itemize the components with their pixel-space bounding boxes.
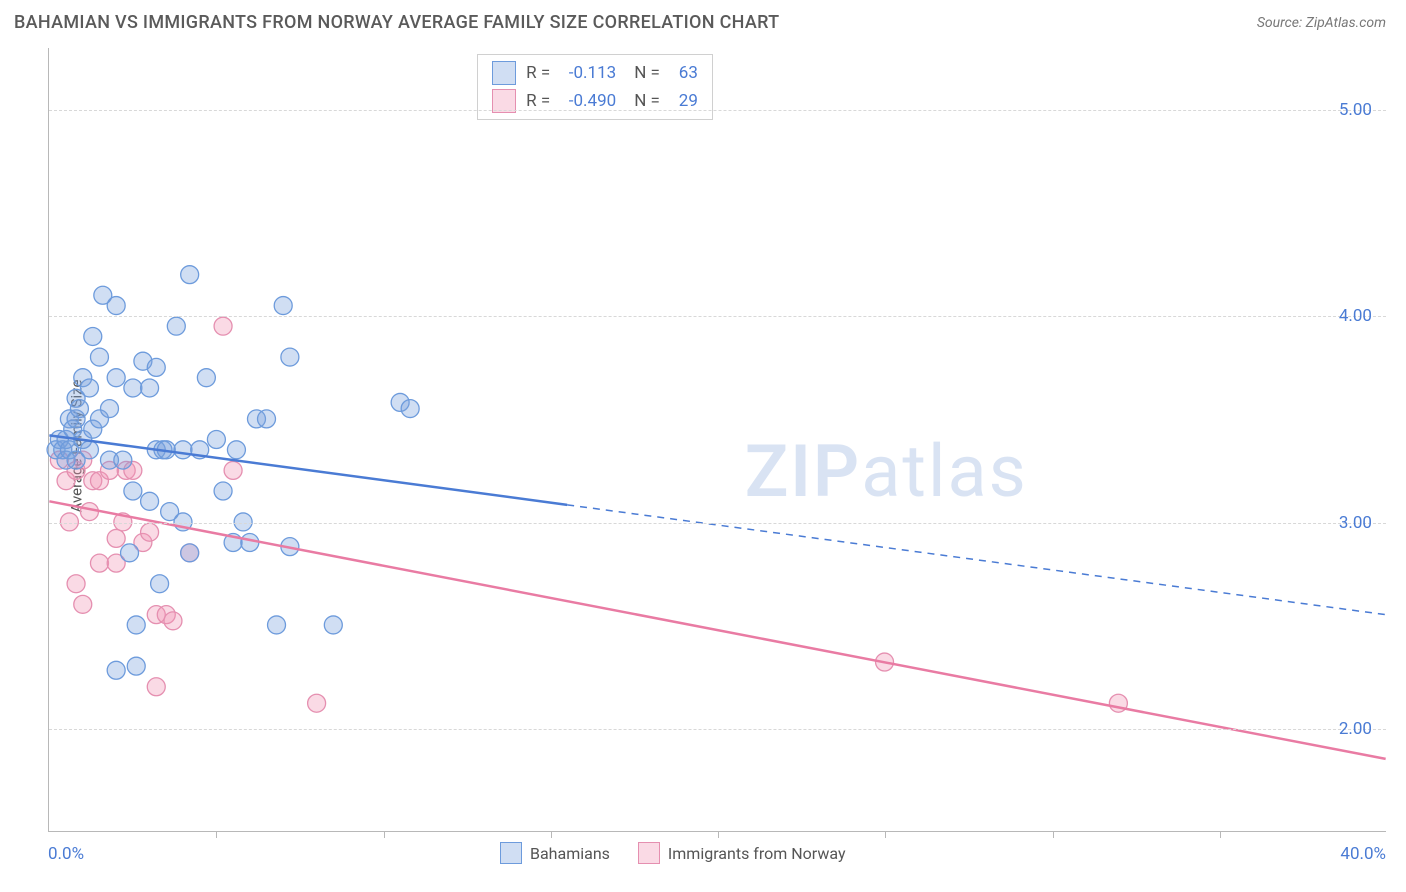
legend-r-value: -0.490 bbox=[560, 91, 616, 111]
y-tick-label: 2.00 bbox=[1339, 719, 1372, 739]
legend-series-name: Immigrants from Norway bbox=[668, 844, 846, 863]
data-point bbox=[80, 379, 98, 397]
data-point bbox=[197, 369, 215, 387]
data-point bbox=[141, 379, 159, 397]
x-tick bbox=[1053, 831, 1054, 838]
y-tick-label: 3.00 bbox=[1339, 513, 1372, 533]
data-point bbox=[84, 327, 102, 345]
data-point bbox=[181, 544, 199, 562]
trend-line bbox=[49, 501, 1385, 759]
data-point bbox=[90, 348, 108, 366]
legend-swatch bbox=[638, 842, 660, 864]
legend-swatch bbox=[500, 842, 522, 864]
data-point bbox=[174, 441, 192, 459]
plot-svg bbox=[49, 48, 1386, 831]
header: BAHAMIAN VS IMMIGRANTS FROM NORWAY AVERA… bbox=[0, 0, 1406, 41]
data-point bbox=[274, 297, 292, 315]
data-point bbox=[107, 529, 125, 547]
data-point bbox=[141, 492, 159, 510]
data-point bbox=[167, 317, 185, 335]
x-tick bbox=[551, 831, 552, 838]
data-point bbox=[80, 503, 98, 521]
y-tick-label: 5.00 bbox=[1339, 100, 1372, 120]
data-point bbox=[80, 441, 98, 459]
legend-item: Bahamians bbox=[500, 842, 610, 864]
x-axis-min-label: 0.0% bbox=[48, 844, 84, 864]
legend-series-name: Bahamians bbox=[530, 844, 610, 863]
data-point bbox=[107, 297, 125, 315]
gridline bbox=[49, 523, 1386, 524]
x-tick bbox=[1220, 831, 1221, 838]
legend-r-label: R = bbox=[526, 91, 550, 111]
legend-n-label: N = bbox=[634, 91, 660, 111]
data-point bbox=[124, 379, 142, 397]
data-point bbox=[214, 317, 232, 335]
data-point bbox=[107, 369, 125, 387]
legend-n-value: 29 bbox=[670, 91, 698, 111]
gridline bbox=[49, 729, 1386, 730]
data-point bbox=[70, 400, 88, 418]
data-point bbox=[107, 661, 125, 679]
data-point bbox=[100, 400, 118, 418]
data-point bbox=[324, 616, 342, 634]
x-tick bbox=[216, 831, 217, 838]
data-point bbox=[268, 616, 286, 634]
data-point bbox=[141, 523, 159, 541]
chart-container: BAHAMIAN VS IMMIGRANTS FROM NORWAY AVERA… bbox=[0, 0, 1406, 892]
x-tick bbox=[885, 831, 886, 838]
data-point bbox=[227, 441, 245, 459]
data-point bbox=[241, 534, 259, 552]
legend-item: Immigrants from Norway bbox=[638, 842, 846, 864]
gridline bbox=[49, 316, 1386, 317]
gridline bbox=[49, 110, 1386, 111]
legend-r-value: -0.113 bbox=[560, 63, 616, 83]
source-attribution: Source: ZipAtlas.com bbox=[1257, 15, 1386, 31]
data-point bbox=[281, 348, 299, 366]
data-point bbox=[67, 575, 85, 593]
y-tick-label: 4.00 bbox=[1339, 306, 1372, 326]
legend-n-label: N = bbox=[634, 63, 660, 83]
trend-line-extrapolated bbox=[567, 505, 1385, 615]
chart-title: BAHAMIAN VS IMMIGRANTS FROM NORWAY AVERA… bbox=[14, 12, 779, 33]
legend-row: R = -0.113 N = 63 bbox=[492, 61, 698, 85]
data-point bbox=[124, 482, 142, 500]
data-point bbox=[147, 678, 165, 696]
data-point bbox=[224, 461, 242, 479]
data-point bbox=[147, 358, 165, 376]
plot-area: ZIPatlas R =-0.113N =63R =-0.490N =29 2.… bbox=[48, 48, 1386, 832]
data-point bbox=[207, 431, 225, 449]
data-point bbox=[74, 595, 92, 613]
legend-r-label: R = bbox=[526, 63, 550, 83]
data-point bbox=[121, 544, 139, 562]
legend-swatch bbox=[492, 61, 516, 85]
x-tick bbox=[384, 831, 385, 838]
data-point bbox=[127, 616, 145, 634]
data-point bbox=[258, 410, 276, 428]
data-point bbox=[164, 612, 182, 630]
x-tick bbox=[718, 831, 719, 838]
data-point bbox=[90, 554, 108, 572]
data-point bbox=[308, 694, 326, 712]
data-point bbox=[151, 575, 169, 593]
data-point bbox=[214, 482, 232, 500]
data-point bbox=[181, 266, 199, 284]
data-point bbox=[127, 657, 145, 675]
legend-n-value: 63 bbox=[670, 63, 698, 83]
data-point bbox=[114, 451, 132, 469]
series-legend: Bahamians Immigrants from Norway bbox=[500, 842, 846, 864]
data-point bbox=[401, 400, 419, 418]
x-axis-max-label: 40.0% bbox=[1340, 844, 1386, 864]
